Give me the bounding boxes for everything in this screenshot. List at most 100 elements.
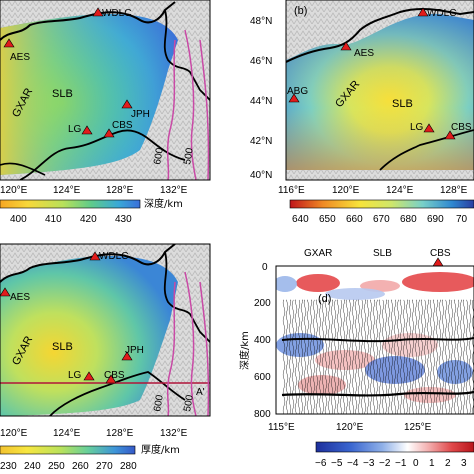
svg-text:280: 280 <box>120 461 137 472</box>
waveform-trace <box>414 299 418 414</box>
svg-text:240: 240 <box>24 461 41 472</box>
svg-text:深度/km: 深度/km <box>144 197 183 210</box>
svg-text:680: 680 <box>400 214 417 225</box>
svg-text:ABG: ABG <box>287 86 308 97</box>
ytick-d-4: 600 <box>254 372 271 383</box>
waveform-trace <box>462 299 466 414</box>
svg-text:LG: LG <box>68 370 82 381</box>
svg-text:270: 270 <box>96 461 113 472</box>
ytick-b-5: 40°N <box>250 170 272 181</box>
svg-text:400: 400 <box>10 214 27 225</box>
station-lg-b: LG <box>410 122 435 133</box>
svg-text:230: 230 <box>0 461 17 472</box>
station-cbs-c: CBS <box>104 370 125 384</box>
svg-text:−3: −3 <box>363 458 375 469</box>
waveform-trace <box>423 299 427 414</box>
xtick-a-3: 128°E <box>106 185 134 196</box>
svg-text:0: 0 <box>413 458 419 469</box>
xtick-b-2: 120°E <box>332 185 360 196</box>
svg-text:660: 660 <box>346 214 363 225</box>
station-abg: ABG <box>287 86 308 103</box>
station-aes: AES <box>3 38 30 63</box>
svg-text:JPH: JPH <box>131 109 150 120</box>
ytick-d-3: 400 <box>254 335 271 346</box>
ytick-d-1: 0 <box>262 262 268 273</box>
station-wdlc-c: WDLC <box>89 251 128 262</box>
svg-text:420: 420 <box>80 214 97 225</box>
ytick-d-5: 800 <box>254 409 271 420</box>
svg-text:WDLC: WDLC <box>427 8 456 19</box>
panel-d: GXAR SLB CBS (d) <box>238 248 474 469</box>
waveform-trace <box>429 299 433 414</box>
panel-c-map <box>0 244 210 416</box>
svg-text:−5: −5 <box>331 458 343 469</box>
region-slb-a: SLB <box>52 88 73 100</box>
xtick-a-4: 132°E <box>160 185 188 196</box>
svg-text:670: 670 <box>373 214 390 225</box>
svg-text:−1: −1 <box>395 458 407 469</box>
svg-text:640: 640 <box>292 214 309 225</box>
region-slb-b: SLB <box>392 98 413 110</box>
svg-text:3: 3 <box>461 458 467 469</box>
xtick-c-2: 124°E <box>53 428 81 439</box>
panel-a: WDLC AES JPH LG CBS SLB GXAR 600 500 120… <box>0 0 211 225</box>
xtick-a-2: 124°E <box>53 185 81 196</box>
y-axis-title-d: 深度/km <box>238 331 251 370</box>
station-wdlc: WDLC <box>92 7 131 19</box>
waveform-trace <box>465 299 469 414</box>
ytick-b-1: 48°N <box>250 16 272 27</box>
xtick-a-1: 120°E <box>0 185 28 196</box>
waveform-trace <box>420 299 424 414</box>
station-lg: LG <box>68 124 93 135</box>
svg-text:WDLC: WDLC <box>102 8 131 19</box>
xtick-d-2: 120°E <box>336 422 364 433</box>
xtick-c-4: 132°E <box>160 428 188 439</box>
svg-text:CBS: CBS <box>112 120 133 131</box>
panel-b: (b) WDLC AES ABG LG CBS SLB GXAR 48°N 46… <box>250 0 474 225</box>
panel-b-map <box>286 0 474 180</box>
svg-text:260: 260 <box>72 461 89 472</box>
station-jph-c: JPH <box>121 345 144 361</box>
waveform-trace <box>417 299 421 414</box>
station-cbs: CBS <box>103 120 133 138</box>
station-wdlc-b: WDLC <box>417 7 456 19</box>
label-slb-d: SLB <box>373 248 392 259</box>
station-cbs-b: CBS <box>444 122 472 140</box>
svg-text:CBS: CBS <box>104 370 125 381</box>
xtick-c-3: 128°E <box>106 428 134 439</box>
svg-text:CBS: CBS <box>451 122 472 133</box>
svg-text:430: 430 <box>115 214 132 225</box>
label-cbs-d: CBS <box>430 248 451 259</box>
waveform-trace <box>459 299 463 414</box>
svg-text:厚度/km: 厚度/km <box>141 443 180 456</box>
colorbar-d: −6 −5 −4 −3 −2 −1 0 1 2 3 <box>315 441 474 469</box>
contour-label-600-c: 600 <box>152 394 166 413</box>
svg-text:AES: AES <box>354 48 374 59</box>
svg-text:2: 2 <box>445 458 451 469</box>
waveform-trace <box>468 299 472 414</box>
svg-text:−4: −4 <box>347 458 359 469</box>
svg-text:650: 650 <box>319 214 336 225</box>
xtick-b-4: 128°E <box>440 185 468 196</box>
xtick-b-3: 124°E <box>386 185 414 196</box>
waveform-trace <box>426 299 430 414</box>
panel-c: WDLC AES JPH LG CBS SLB GXAR 600 500 A' … <box>0 243 211 472</box>
svg-text:70: 70 <box>456 214 468 225</box>
station-aes-c: AES <box>0 287 30 303</box>
svg-text:410: 410 <box>45 214 62 225</box>
station-aes-b: AES <box>340 41 374 59</box>
panel-a-map <box>0 0 210 180</box>
svg-text:250: 250 <box>48 461 65 472</box>
svg-text:AES: AES <box>10 292 30 303</box>
station-lg-c: LG <box>68 370 95 381</box>
xtick-c-1: 120°E <box>0 428 28 439</box>
svg-text:AES: AES <box>10 52 30 63</box>
xtick-d-1: 115°E <box>268 422 295 433</box>
label-gxar-d: GXAR <box>304 248 332 259</box>
xtick-d-3: 125°E <box>404 422 432 433</box>
xtick-b-1: 116°E <box>278 185 305 196</box>
waveform-trace <box>471 299 474 414</box>
svg-text:690: 690 <box>427 214 444 225</box>
waveform-trace <box>438 299 442 414</box>
